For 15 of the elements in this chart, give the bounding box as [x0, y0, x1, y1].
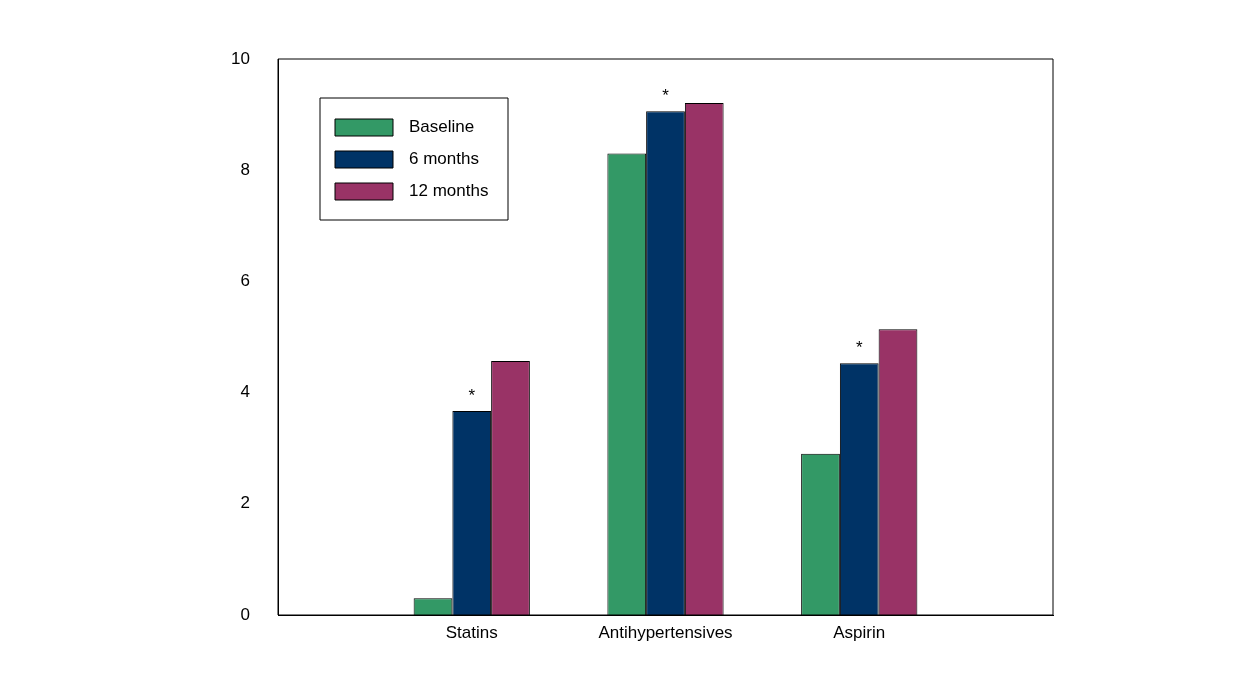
data-label: * [855, 338, 863, 358]
y-tick-label: 10 [231, 48, 250, 68]
y-tick-label: 2 [240, 493, 250, 513]
x-tick-label: Antihypertensives [598, 622, 733, 642]
x-tick-label: Statins [445, 622, 498, 642]
y-tick-label: 6 [240, 271, 250, 291]
legend-label: Baseline [409, 116, 475, 136]
y-tick-label: 0 [240, 604, 250, 624]
data-label: * [662, 86, 670, 106]
legend-label: 12 months [409, 180, 489, 200]
x-tick-label: Aspirin [833, 622, 886, 642]
legend-label: 6 months [409, 148, 479, 168]
y-tick-label: 8 [240, 159, 250, 179]
y-tick-label: 4 [240, 382, 250, 402]
data-label: * [468, 386, 476, 406]
